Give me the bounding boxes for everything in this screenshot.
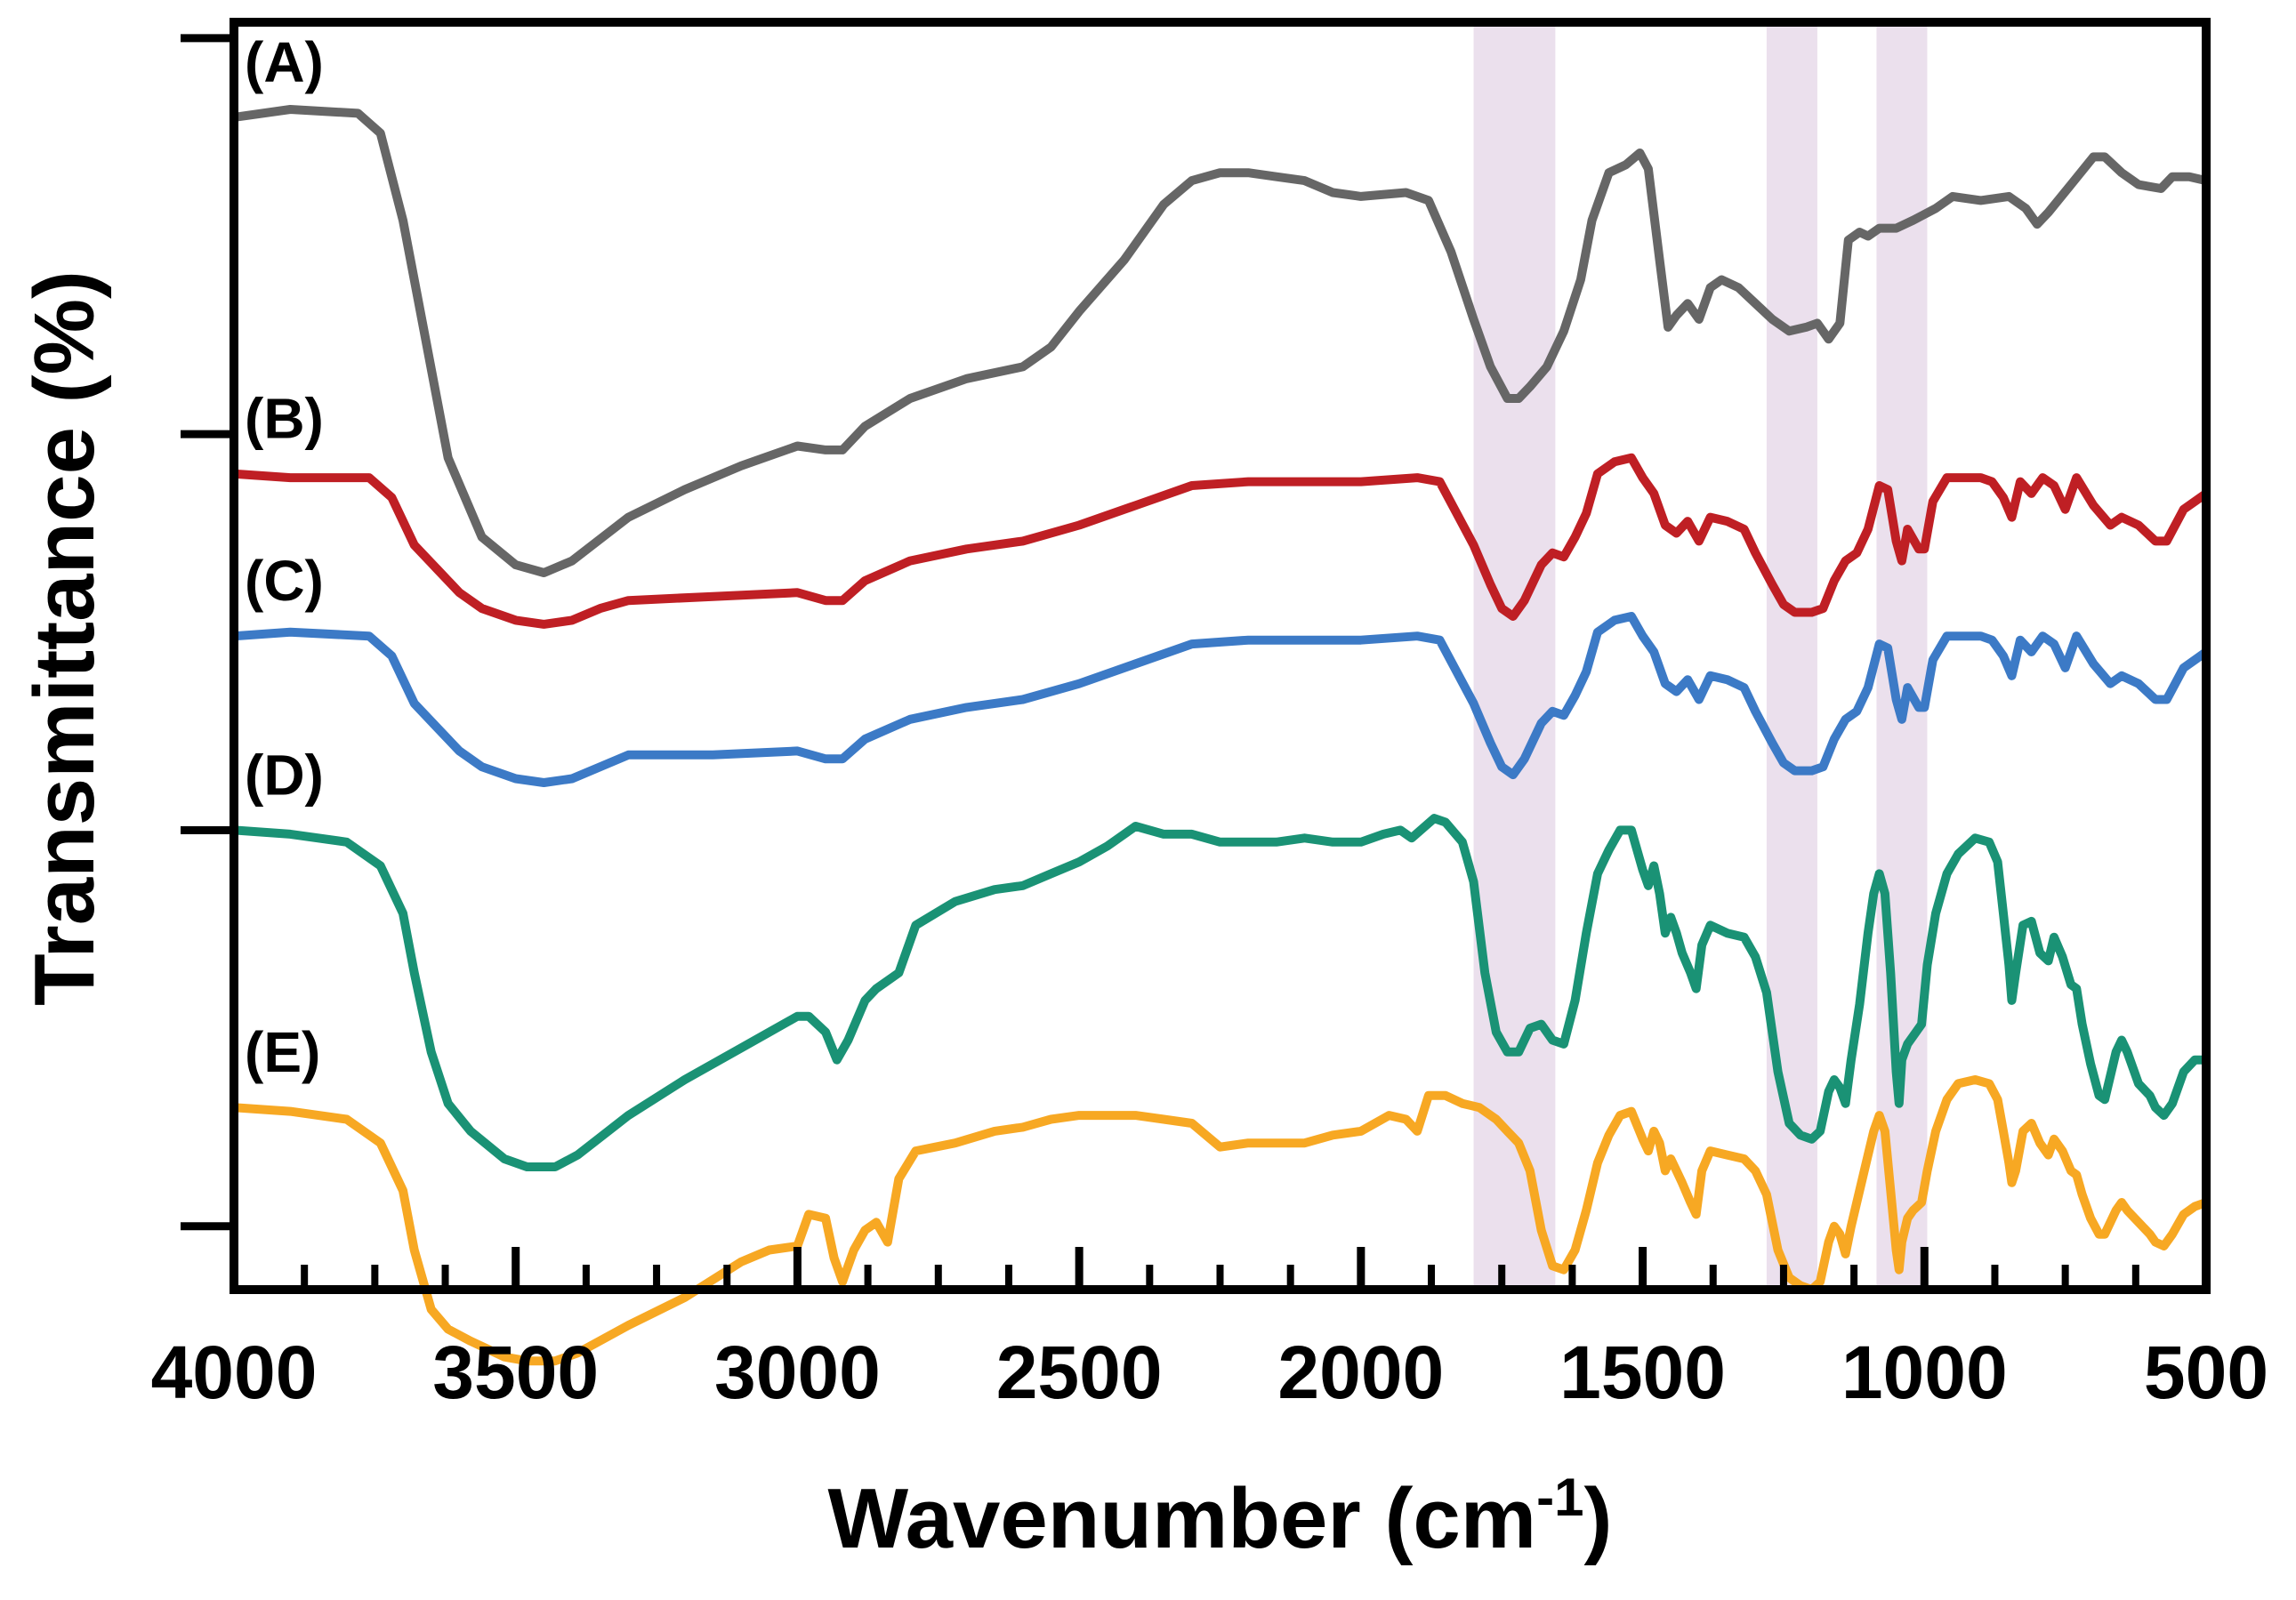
y-axis xyxy=(181,34,234,1231)
highlight-band-2 xyxy=(1766,22,1817,1290)
y-axis-title: Transmittance (%) xyxy=(17,270,112,1006)
series-label-2: (B) xyxy=(245,387,324,451)
series-line-1 xyxy=(230,105,2211,577)
x-tick-label: 1000 xyxy=(1841,1331,2008,1414)
series-line-5 xyxy=(230,1075,2211,1366)
series-label-5: (E) xyxy=(245,1020,320,1084)
series-lines xyxy=(230,105,2211,1366)
x-tick-label: 3000 xyxy=(714,1331,881,1414)
x-tick-label: 4000 xyxy=(151,1331,318,1414)
x-tick-label: 2500 xyxy=(996,1331,1163,1414)
highlight-band-1 xyxy=(1473,22,1556,1290)
x-axis-title: Wavenumber (cm-1) xyxy=(828,1467,1613,1566)
series-line-4 xyxy=(230,814,2211,1171)
x-tick-label: 2000 xyxy=(1277,1331,1444,1414)
series-label-3: (C) xyxy=(245,549,324,613)
x-axis-title-main: Wavenumber (cm xyxy=(828,1471,1537,1566)
x-tick-label: 500 xyxy=(2144,1331,2268,1414)
series-labels: (A) (B) (C) (D) (E) xyxy=(245,30,324,1084)
x-tick-label: 1500 xyxy=(1559,1331,1726,1414)
x-axis-title-close: ) xyxy=(1584,1471,1613,1566)
x-axis: 4000 3500 3000 2500 2000 1500 1000 500 xyxy=(151,1247,2268,1414)
series-label-1: (A) xyxy=(245,30,324,94)
series-line-3 xyxy=(230,612,2211,787)
series-label-4: (D) xyxy=(245,743,324,807)
highlight-bands xyxy=(1473,22,1928,1290)
x-axis-title-superscript: -1 xyxy=(1536,1467,1583,1527)
x-tick-label: 3500 xyxy=(432,1331,599,1414)
series-line-2 xyxy=(230,453,2211,629)
